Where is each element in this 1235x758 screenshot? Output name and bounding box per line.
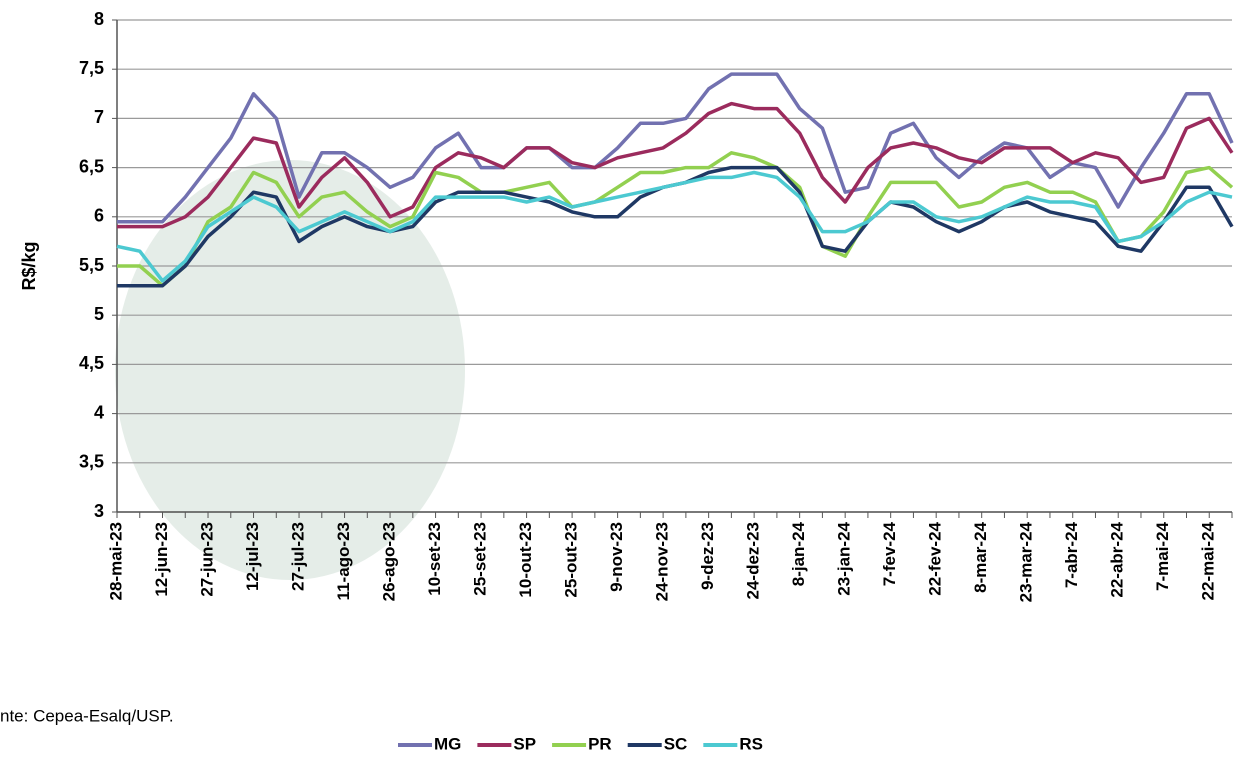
- legend-label: RS: [739, 734, 763, 753]
- x-tick-label: 24-nov-23: [653, 522, 672, 601]
- x-tick-label: 28-mai-23: [106, 522, 125, 600]
- series-line: [117, 151, 1234, 288]
- x-tick-label: 24-dez-23: [744, 522, 763, 599]
- x-tick-label: 26-ago-23: [380, 522, 399, 601]
- x-tick-label: 10-out-23: [516, 522, 535, 598]
- x-tick-label: 10-set-23: [425, 522, 444, 596]
- y-tick-label: 7,5: [79, 58, 104, 78]
- x-tick-label: 7-fev-24: [880, 521, 899, 586]
- x-tick-label: 9-nov-23: [607, 522, 626, 592]
- legend-label: SC: [664, 734, 688, 753]
- x-tick-label: 8-mar-24: [971, 521, 990, 592]
- x-tick-label: 9-dez-23: [698, 522, 717, 590]
- x-tick-label: 23-mar-24: [1017, 521, 1036, 602]
- legend-label: SP: [513, 734, 536, 753]
- series-line: [117, 101, 1234, 229]
- x-tick-label: 7-abr-24: [1062, 521, 1081, 588]
- watermark: [115, 160, 465, 580]
- series-line: [116, 170, 1233, 283]
- x-tick-label: 7-mai-24: [1153, 521, 1172, 591]
- legend-label: PR: [588, 734, 612, 753]
- y-tick-label: 8: [94, 9, 104, 29]
- y-tick-label: 5,5: [79, 255, 104, 275]
- y-tick-label: 6: [94, 206, 104, 226]
- y-tick-label: 7: [94, 107, 104, 127]
- source: nte: Cepea-Esalq/USP.: [0, 706, 174, 725]
- legend-label: MG: [434, 734, 461, 753]
- x-tick-label: 8-jan-24: [789, 521, 808, 586]
- y-tick-label: 5: [94, 304, 104, 324]
- x-tick-label: 25-out-23: [562, 522, 581, 598]
- x-tick-label: 23-jan-24: [835, 521, 854, 595]
- y-tick-label: 3: [94, 501, 104, 521]
- x-tick-label: 22-fev-24: [926, 521, 945, 595]
- x-tick-label: 12-jun-23: [152, 522, 171, 597]
- y-tick-label: 4,5: [79, 353, 104, 373]
- x-tick-label: 11-ago-23: [334, 522, 353, 600]
- y-tick-label: 3,5: [79, 452, 104, 472]
- x-tick-label: 22-abr-24: [1108, 521, 1127, 597]
- x-tick-label: 25-set-23: [471, 522, 490, 596]
- x-tick-label: 22-mai-24: [1199, 521, 1218, 600]
- y-axis-label: R$/kg: [19, 241, 39, 290]
- y-tick-label: 4: [94, 402, 104, 422]
- series-line: [117, 72, 1234, 224]
- x-tick-label: 12-jul-23: [243, 522, 262, 591]
- x-tick-label: 27-jul-23: [289, 522, 308, 591]
- x-tick-label: 27-jun-23: [198, 522, 217, 597]
- y-tick-label: 6,5: [79, 156, 104, 176]
